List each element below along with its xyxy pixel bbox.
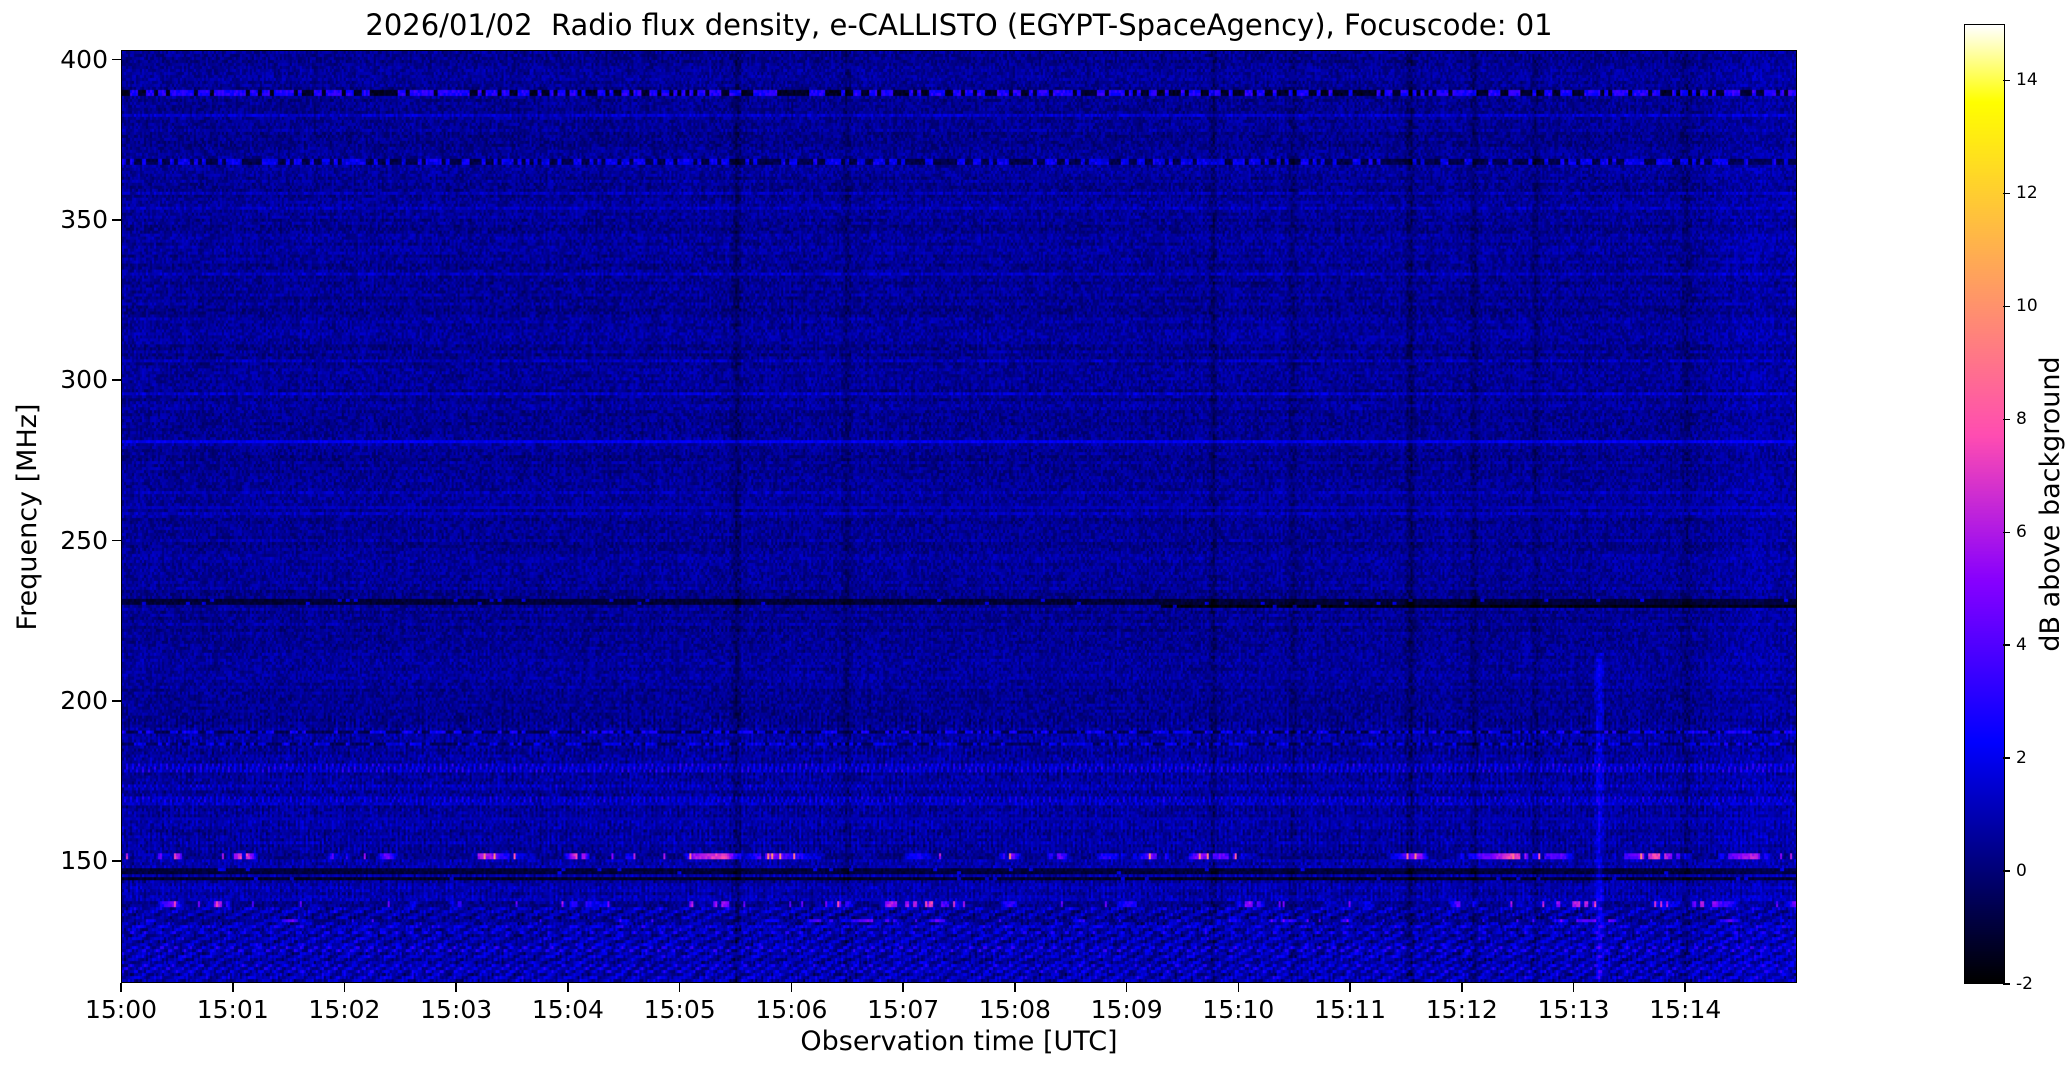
- x-tick-mark: [902, 983, 904, 992]
- x-tick-mark: [120, 983, 122, 992]
- x-tick-mark: [343, 983, 346, 992]
- y-tick-label: 150: [60, 846, 108, 876]
- x-tick-label: 15:01: [196, 995, 269, 1024]
- x-tick-label: 15:00: [84, 995, 158, 1024]
- plot-area: [121, 50, 1797, 983]
- x-tick-label: 15:06: [755, 995, 828, 1024]
- x-tick-label: 15:09: [1090, 995, 1163, 1024]
- x-tick-mark: [1014, 983, 1016, 992]
- colorbar-tick-mark: [2003, 983, 2010, 985]
- x-tick-label: 15:03: [420, 995, 493, 1024]
- y-tick-mark: [112, 379, 121, 382]
- colorbar-tick-label: 10: [2016, 296, 2038, 317]
- x-tick-mark: [1684, 983, 1687, 992]
- x-tick-label: 15:14: [1649, 995, 1722, 1024]
- colorbar-tick-label: 14: [2016, 70, 2038, 91]
- colorbar-tick-mark: [2003, 870, 2010, 872]
- colorbar-tick-label: -2: [2016, 974, 2033, 994]
- y-tick-label: 400: [60, 44, 108, 74]
- x-axis-label: Observation time [UTC]: [800, 1026, 1118, 1057]
- colorbar-tick-label: 4: [2016, 635, 2027, 656]
- x-tick-label: 15:07: [867, 995, 940, 1024]
- x-tick-label: 15:05: [643, 995, 716, 1024]
- y-tick-mark: [112, 860, 121, 862]
- colorbar-label: dB above background: [2035, 356, 2066, 652]
- y-tick-label: 350: [60, 204, 108, 234]
- y-tick-mark: [112, 539, 121, 542]
- colorbar-tick-mark: [2003, 79, 2010, 82]
- x-tick-label: 15:08: [978, 995, 1051, 1024]
- y-tick-mark: [112, 219, 121, 221]
- colorbar: [1964, 24, 2005, 984]
- colorbar-tick-mark: [2003, 644, 2010, 646]
- x-tick-mark: [1572, 983, 1575, 992]
- x-tick-mark: [567, 983, 569, 992]
- colorbar-tick-mark: [2003, 418, 2010, 420]
- y-tick-label: 250: [60, 525, 108, 555]
- x-tick-mark: [790, 983, 793, 992]
- x-tick-label: 15:13: [1537, 995, 1610, 1024]
- colorbar-tick-label: 2: [2016, 748, 2027, 769]
- x-tick-label: 15:04: [531, 995, 604, 1024]
- colorbar-tick-mark: [2003, 192, 2010, 195]
- plot-title: 2026/01/02 Radio flux density, e-CALLIST…: [365, 8, 1553, 42]
- x-tick-mark: [678, 983, 681, 992]
- colorbar-tick-label: 6: [2016, 522, 2027, 543]
- x-tick-mark: [1237, 983, 1240, 992]
- y-tick-label: 300: [60, 365, 108, 395]
- colorbar-tick-label: 0: [2016, 861, 2027, 882]
- spectrogram-heatmap: [122, 51, 1796, 982]
- y-tick-mark: [112, 58, 121, 61]
- x-tick-mark: [455, 983, 457, 992]
- colorbar-tick-label: 8: [2016, 409, 2027, 430]
- y-tick-mark: [112, 700, 121, 702]
- y-tick-label: 200: [60, 685, 108, 715]
- x-tick-mark: [1461, 983, 1463, 992]
- x-tick-mark: [1349, 983, 1351, 992]
- y-axis-label: Frequency [MHz]: [12, 403, 43, 631]
- x-tick-label: 15:12: [1425, 995, 1498, 1024]
- colorbar-tick-mark: [2003, 531, 2010, 533]
- x-tick-mark: [1125, 983, 1128, 992]
- x-tick-label: 15:02: [308, 995, 381, 1024]
- colorbar-tick-mark: [2003, 757, 2010, 759]
- x-tick-label: 15:10: [1202, 995, 1275, 1024]
- x-tick-label: 15:11: [1314, 995, 1387, 1024]
- colorbar-tick-label: 12: [2016, 183, 2038, 204]
- x-tick-mark: [231, 983, 234, 992]
- colorbar-tick-mark: [2003, 305, 2010, 308]
- colorbar-gradient: [1965, 25, 2004, 983]
